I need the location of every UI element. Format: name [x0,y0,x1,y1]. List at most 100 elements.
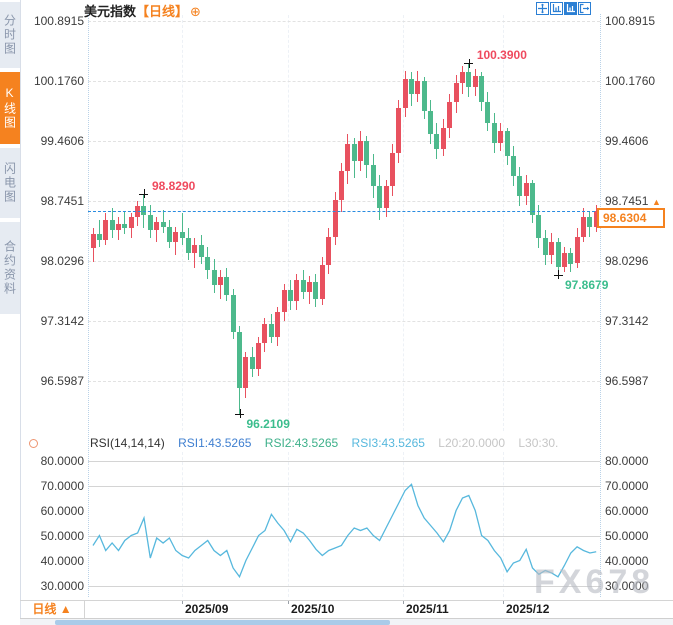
candle-body [351,144,357,162]
candle-body [396,108,402,153]
rsi2-value-label: RSI2:43.5265 [264,436,339,450]
marker-cross [558,270,559,280]
axis-scale-active-icon[interactable] [564,2,577,15]
candle-body [479,75,485,103]
candle-body [580,216,586,237]
pan-tool-icon[interactable] [536,2,549,15]
candle-body [205,256,211,271]
plot-right-border [600,14,601,597]
candle-body [517,176,523,197]
main-gridline [88,321,600,322]
month-gridline [403,452,404,597]
candle-body [307,281,313,293]
main-y-label-right: 100.1760 [605,74,656,88]
date-tick [403,600,404,604]
candle-body [491,122,497,143]
rsi-y-label-right: 30.0000 [605,578,649,593]
date-label: 2025/12 [506,602,550,616]
candle-body [313,281,319,299]
candle-body [377,186,383,209]
main-y-label-left: 100.1760 [33,74,84,88]
candle-body [409,78,414,95]
low-marker-label: 96.2109 [246,416,290,431]
candle-body [326,236,332,266]
candle-body [262,323,268,344]
candle-body [593,210,599,227]
sidebar-tab-candlestick[interactable]: K线图 [0,72,20,144]
main-gridline [88,381,600,382]
candle-body [453,83,459,103]
add-indicator-icon[interactable]: ⊕ [190,4,201,19]
candle-body [249,357,255,370]
main-y-label-right: 98.7451 [605,194,649,208]
candle-wick [98,219,100,247]
main-gridline [88,21,600,22]
rsi-y-label-right: 70.0000 [605,478,649,493]
candle-body [332,199,338,237]
rsi-y-label-left: 60.0000 [40,503,84,518]
candle-body [549,241,555,256]
candle-body [555,241,561,267]
candle-body [319,265,325,299]
current-price-box[interactable]: 98.6304 [597,207,665,228]
candle-body [103,219,109,241]
axis-scale-icon[interactable] [550,2,563,15]
candle-body [587,216,593,227]
candle-body [179,231,185,239]
price-up-arrow-icon: ▲ [652,196,661,207]
candle-body [294,280,300,302]
rsi-y-label-left: 70.0000 [40,478,84,493]
indicator-settings-icon[interactable] [29,439,38,448]
candle-body [275,312,281,338]
candle-wick [124,211,126,235]
candle-body [186,238,192,254]
candle-body [415,80,421,95]
rsi-y-label-left: 50.0000 [40,528,84,543]
rsi-y-label-left: 30.0000 [40,578,84,593]
candle-wick [181,213,183,246]
main-gridline [88,261,600,262]
main-gridline [88,141,600,142]
candle-body [192,245,198,254]
main-y-label-left: 100.8915 [33,14,84,28]
bottom-border [20,618,673,619]
sidebar-tab-lightning[interactable]: 闪电图 [0,148,20,218]
candle-body [173,231,179,242]
candle-body [574,236,580,264]
marker-cross [468,58,470,68]
sidebar-tab-timeline[interactable]: 分时图 [0,2,20,68]
candle-body [122,224,128,229]
period-selector[interactable]: 日线 ▲ [20,600,85,618]
candle-body [421,80,427,111]
rsi-level-line [88,485,600,487]
candle-body [300,280,306,293]
candle-body [440,127,446,150]
candle-body [160,221,166,227]
candle-body [472,75,478,88]
rsi-l30-label: L30:30. [518,436,559,450]
scrollbar-thumb[interactable] [55,620,390,625]
exit-fullscreen-icon[interactable] [578,2,591,15]
candle-body [217,276,223,286]
sidebar-tab-contract-info[interactable]: 合约资料 [0,222,20,314]
month-gridline [182,452,183,597]
rsi-y-label-right: 80.0000 [605,453,649,468]
candle-body [542,238,548,256]
axis-row-divider [20,600,673,601]
date-label: 2025/11 [406,602,449,616]
candle-body [268,323,274,338]
date-tick [288,600,289,604]
main-y-label-left: 97.3142 [40,314,84,328]
symbol-name: 美元指数 [84,4,137,19]
main-y-label-right: 98.0296 [605,254,649,268]
candle-body [90,234,96,249]
main-y-label-right: 97.3142 [605,314,649,328]
rsi-level-line [88,535,600,537]
candle-body [434,134,440,150]
candle-body [281,290,287,313]
candle-body [166,226,172,242]
main-y-label-right: 100.8915 [605,14,656,28]
candle-body [498,130,504,143]
watermark: FX678 [534,563,655,601]
